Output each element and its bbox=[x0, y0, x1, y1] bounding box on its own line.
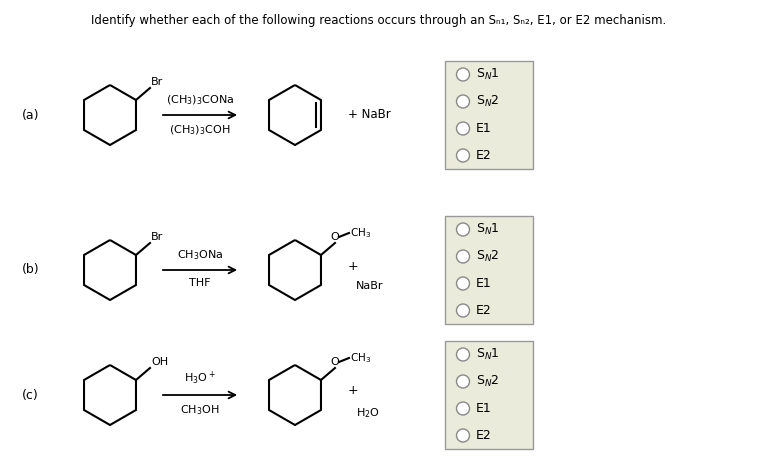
Circle shape bbox=[456, 348, 470, 361]
Text: (c): (c) bbox=[22, 389, 39, 402]
Text: H$_2$O: H$_2$O bbox=[356, 406, 380, 420]
Text: OH: OH bbox=[151, 357, 168, 367]
Text: + NaBr: + NaBr bbox=[348, 108, 391, 121]
Text: S$_N$2: S$_N$2 bbox=[476, 374, 499, 389]
FancyBboxPatch shape bbox=[445, 61, 533, 169]
Text: S$_N$1: S$_N$1 bbox=[476, 67, 499, 82]
Circle shape bbox=[456, 95, 470, 108]
Text: S$_N$1: S$_N$1 bbox=[476, 222, 499, 237]
Circle shape bbox=[456, 250, 470, 263]
Circle shape bbox=[456, 429, 470, 442]
Text: S$_N$2: S$_N$2 bbox=[476, 249, 499, 264]
Text: Br: Br bbox=[151, 77, 163, 87]
Text: +: + bbox=[348, 384, 358, 397]
Text: (CH$_3$)$_3$COH: (CH$_3$)$_3$COH bbox=[169, 123, 231, 137]
Circle shape bbox=[456, 223, 470, 236]
FancyBboxPatch shape bbox=[445, 341, 533, 449]
Text: CH$_3$OH: CH$_3$OH bbox=[180, 403, 220, 417]
Circle shape bbox=[456, 375, 470, 388]
Text: S$_N$1: S$_N$1 bbox=[476, 347, 499, 362]
Text: E1: E1 bbox=[476, 122, 492, 135]
Text: H$_3$O$^+$: H$_3$O$^+$ bbox=[184, 370, 216, 387]
Text: E2: E2 bbox=[476, 429, 492, 442]
FancyBboxPatch shape bbox=[445, 216, 533, 324]
Circle shape bbox=[456, 402, 470, 415]
Text: E2: E2 bbox=[476, 304, 492, 317]
Text: CH$_3$: CH$_3$ bbox=[350, 226, 371, 240]
Circle shape bbox=[456, 277, 470, 290]
Text: CH$_3$: CH$_3$ bbox=[350, 351, 371, 365]
Text: E1: E1 bbox=[476, 277, 492, 290]
Circle shape bbox=[456, 149, 470, 162]
Circle shape bbox=[456, 68, 470, 81]
Text: THF: THF bbox=[189, 278, 211, 288]
Text: O: O bbox=[331, 357, 339, 367]
Circle shape bbox=[456, 304, 470, 317]
Text: E1: E1 bbox=[476, 402, 492, 415]
Text: (a): (a) bbox=[22, 108, 39, 121]
Text: (b): (b) bbox=[22, 263, 39, 276]
Text: NaBr: NaBr bbox=[356, 281, 383, 291]
Text: Identify whether each of the following reactions occurs through an Sₙ₁, Sₙ₂, E1,: Identify whether each of the following r… bbox=[91, 14, 666, 27]
Text: O: O bbox=[331, 232, 339, 242]
Text: (CH$_3$)$_3$CONa: (CH$_3$)$_3$CONa bbox=[166, 93, 234, 107]
Text: CH$_3$ONa: CH$_3$ONa bbox=[177, 248, 223, 262]
Text: +: + bbox=[348, 260, 358, 273]
Text: E2: E2 bbox=[476, 149, 492, 162]
Text: S$_N$2: S$_N$2 bbox=[476, 94, 499, 109]
Text: Br: Br bbox=[151, 232, 163, 242]
Circle shape bbox=[456, 122, 470, 135]
